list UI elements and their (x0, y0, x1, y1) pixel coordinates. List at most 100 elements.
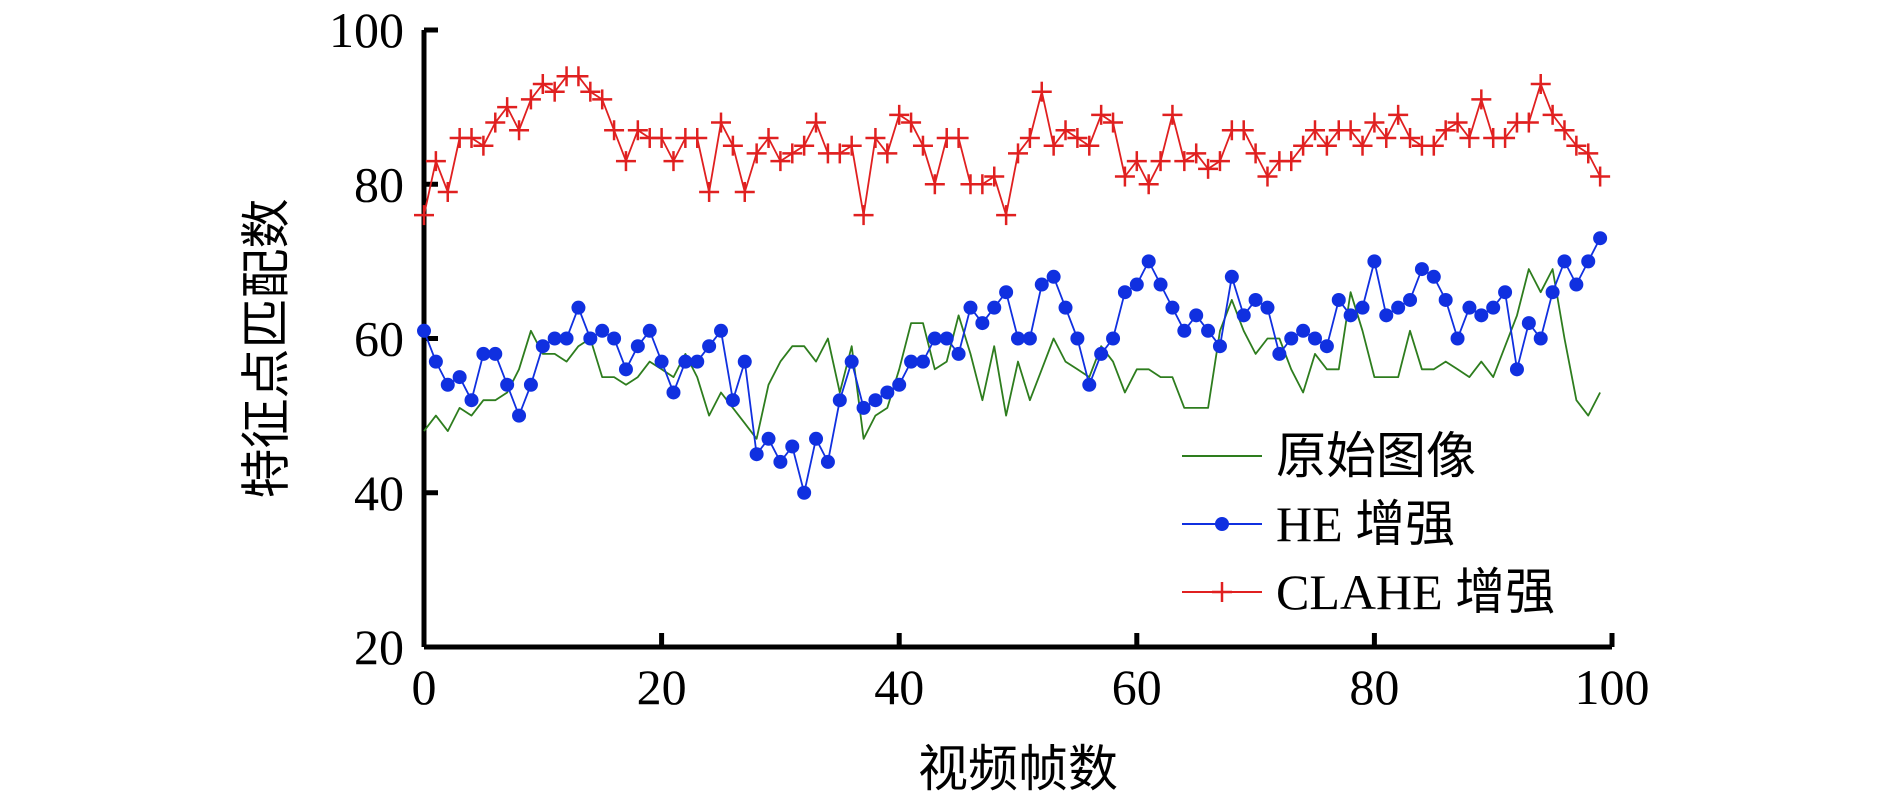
data-point (535, 339, 550, 354)
data-point (770, 151, 791, 172)
data-point (915, 354, 930, 369)
data-point (1129, 277, 1144, 292)
data-point (1569, 277, 1584, 292)
data-point (1236, 308, 1251, 323)
data-point (1198, 158, 1219, 179)
data-point (1186, 143, 1207, 164)
data-point (1471, 89, 1492, 110)
data-point (1367, 254, 1382, 269)
data-point (1459, 127, 1480, 148)
data-point (476, 346, 491, 361)
data-point (865, 127, 886, 148)
data-point (1376, 127, 1397, 148)
data-point (999, 285, 1014, 300)
data-point (972, 174, 993, 195)
data-point (927, 331, 942, 346)
y-tick-label: 20 (354, 619, 404, 675)
y-tick-label: 100 (329, 2, 404, 58)
data-point (1079, 135, 1100, 156)
data-point (984, 166, 1005, 187)
data-point (473, 135, 494, 156)
data-point (595, 323, 610, 338)
data-point (1495, 127, 1516, 148)
data-point (844, 354, 859, 369)
data-point (868, 393, 883, 408)
x-tick-label: 60 (1112, 659, 1162, 715)
data-point (1530, 73, 1551, 94)
data-point (437, 181, 458, 202)
data-point (948, 127, 969, 148)
data-point (1542, 104, 1563, 125)
data-point (690, 354, 705, 369)
data-point (699, 181, 720, 202)
data-point (1296, 323, 1311, 338)
data-point (1474, 308, 1489, 323)
data-point (773, 454, 788, 469)
series-line-0 (423, 268, 1601, 440)
data-point (461, 127, 482, 148)
x-tick-label: 20 (637, 659, 687, 715)
data-point (520, 89, 541, 110)
data-point (604, 120, 625, 141)
data-point (1031, 81, 1052, 102)
data-point (797, 485, 812, 500)
data-point (892, 377, 907, 392)
data-point (809, 431, 824, 446)
data-point (996, 205, 1017, 226)
data-point (1165, 300, 1180, 315)
data-point (1126, 151, 1147, 172)
data-point (1578, 143, 1599, 164)
data-point (1498, 285, 1513, 300)
data-point (1462, 300, 1477, 315)
data-point (428, 354, 443, 369)
data-point (607, 331, 622, 346)
data-point (912, 135, 933, 156)
data-point (1426, 269, 1441, 284)
data-point (1554, 120, 1575, 141)
data-point (1316, 135, 1337, 156)
data-point (1177, 323, 1192, 338)
data-point (1521, 316, 1536, 331)
data-point (523, 377, 538, 392)
data-point (1138, 174, 1159, 195)
data-point (592, 89, 613, 110)
data-point (1114, 166, 1135, 187)
data-point (580, 81, 601, 102)
data-point (749, 447, 764, 462)
data-point (734, 181, 755, 202)
data-point (651, 127, 672, 148)
data-point (630, 339, 645, 354)
data-point (737, 354, 752, 369)
data-point (1260, 300, 1275, 315)
data-point (702, 339, 717, 354)
data-point (1082, 377, 1097, 392)
data-point (841, 135, 862, 156)
data-point (1566, 135, 1587, 156)
data-point (1011, 331, 1025, 346)
data-point (1400, 127, 1421, 148)
series-line-2 (423, 75, 1601, 217)
data-point (889, 104, 910, 125)
y-axis-title: 特征点匹配数 (238, 199, 294, 499)
data-point (975, 316, 990, 331)
data-point (500, 377, 515, 392)
data-point (832, 393, 847, 408)
legend-label: CLAHE 增强 (1276, 564, 1555, 620)
data-point (714, 323, 728, 338)
data-point (414, 205, 434, 226)
data-point (1245, 143, 1266, 164)
data-point (1364, 112, 1385, 133)
x-tick-label: 40 (874, 659, 924, 715)
legend-marker (1212, 582, 1232, 602)
data-point (618, 362, 633, 377)
data-point (663, 151, 684, 172)
data-point (1281, 151, 1302, 172)
data-point (1391, 300, 1406, 315)
data-point (485, 112, 506, 133)
data-point (1043, 135, 1064, 156)
data-point (544, 81, 565, 102)
data-point (806, 112, 827, 133)
data-point (1545, 285, 1560, 300)
data-point (711, 112, 731, 133)
data-point (1209, 151, 1230, 172)
